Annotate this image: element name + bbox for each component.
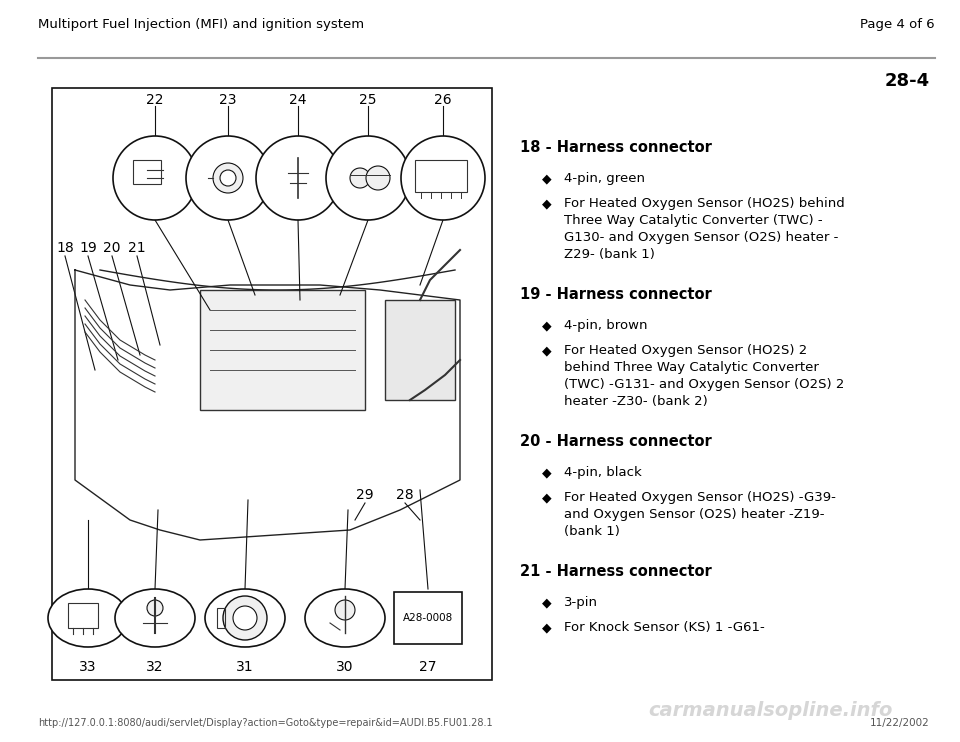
- Text: 32: 32: [146, 660, 164, 674]
- Text: Z29- (bank 1): Z29- (bank 1): [564, 248, 655, 261]
- Circle shape: [366, 166, 390, 190]
- Text: A28-0008: A28-0008: [403, 613, 453, 623]
- Text: 3-pin: 3-pin: [564, 596, 598, 609]
- Circle shape: [256, 136, 340, 220]
- Text: 18 - Harness connector: 18 - Harness connector: [520, 140, 712, 155]
- Text: ◆: ◆: [542, 197, 552, 210]
- Text: ◆: ◆: [542, 466, 552, 479]
- Text: 30: 30: [336, 660, 353, 674]
- Text: 20 - Harness connector: 20 - Harness connector: [520, 434, 711, 449]
- Text: 21: 21: [129, 241, 146, 255]
- Bar: [415, 160, 467, 192]
- Text: 33: 33: [80, 660, 97, 674]
- Text: http://127.0.0.1:8080/audi/servlet/Display?action=Goto&type=repair&id=AUDI.B5.FU: http://127.0.0.1:8080/audi/servlet/Displ…: [38, 718, 492, 728]
- Text: 31: 31: [236, 660, 253, 674]
- Text: 19: 19: [79, 241, 97, 255]
- Text: For Heated Oxygen Sensor (HO2S) behind: For Heated Oxygen Sensor (HO2S) behind: [564, 197, 845, 210]
- Circle shape: [401, 136, 485, 220]
- Text: Page 4 of 6: Page 4 of 6: [860, 18, 935, 31]
- Text: 19 - Harness connector: 19 - Harness connector: [520, 287, 711, 302]
- Text: 27: 27: [420, 660, 437, 674]
- Text: ◆: ◆: [542, 172, 552, 185]
- Text: and Oxygen Sensor (O2S) heater -Z19-: and Oxygen Sensor (O2S) heater -Z19-: [564, 508, 825, 521]
- Text: 26: 26: [434, 93, 452, 107]
- Text: 22: 22: [146, 93, 164, 107]
- Bar: [52, 88, 492, 680]
- Circle shape: [350, 168, 370, 188]
- Text: heater -Z30- (bank 2): heater -Z30- (bank 2): [564, 395, 708, 408]
- Text: ◆: ◆: [542, 491, 552, 504]
- Circle shape: [186, 136, 270, 220]
- Ellipse shape: [48, 589, 128, 647]
- Ellipse shape: [305, 589, 385, 647]
- Text: 21 - Harness connector: 21 - Harness connector: [520, 564, 711, 579]
- Text: 20: 20: [104, 241, 121, 255]
- Circle shape: [113, 136, 197, 220]
- Bar: [217, 608, 225, 628]
- Text: 18: 18: [56, 241, 74, 255]
- Text: For Heated Oxygen Sensor (HO2S) -G39-: For Heated Oxygen Sensor (HO2S) -G39-: [564, 491, 836, 504]
- Text: ◆: ◆: [542, 596, 552, 609]
- Text: ◆: ◆: [542, 319, 552, 332]
- Text: ◆: ◆: [542, 344, 552, 357]
- Text: carmanualsopline.info: carmanualsopline.info: [648, 701, 892, 720]
- Text: 4-pin, green: 4-pin, green: [564, 172, 645, 185]
- Text: (bank 1): (bank 1): [564, 525, 620, 538]
- Text: Multiport Fuel Injection (MFI) and ignition system: Multiport Fuel Injection (MFI) and ignit…: [38, 18, 364, 31]
- Bar: [200, 290, 365, 410]
- Circle shape: [220, 170, 236, 186]
- Text: 25: 25: [359, 93, 376, 107]
- Circle shape: [223, 596, 267, 640]
- Circle shape: [213, 163, 243, 193]
- Ellipse shape: [115, 589, 195, 647]
- Text: G130- and Oxygen Sensor (O2S) heater -: G130- and Oxygen Sensor (O2S) heater -: [564, 231, 838, 244]
- Circle shape: [326, 136, 410, 220]
- Text: For Knock Sensor (KS) 1 -G61-: For Knock Sensor (KS) 1 -G61-: [564, 621, 765, 634]
- Text: 11/22/2002: 11/22/2002: [871, 718, 930, 728]
- Text: 28-4: 28-4: [885, 72, 930, 90]
- Text: Three Way Catalytic Converter (TWC) -: Three Way Catalytic Converter (TWC) -: [564, 214, 823, 227]
- Text: 23: 23: [219, 93, 237, 107]
- Circle shape: [335, 600, 355, 620]
- Text: ◆: ◆: [542, 621, 552, 634]
- Text: 4-pin, brown: 4-pin, brown: [564, 319, 647, 332]
- Bar: [68, 603, 98, 628]
- Circle shape: [147, 600, 163, 616]
- Text: (TWC) -G131- and Oxygen Sensor (O2S) 2: (TWC) -G131- and Oxygen Sensor (O2S) 2: [564, 378, 845, 391]
- Text: behind Three Way Catalytic Converter: behind Three Way Catalytic Converter: [564, 361, 819, 374]
- Bar: [394, 592, 462, 644]
- Ellipse shape: [205, 589, 285, 647]
- Text: 29: 29: [356, 488, 373, 502]
- Bar: [133, 160, 161, 184]
- Bar: [385, 300, 455, 400]
- Text: For Heated Oxygen Sensor (HO2S) 2: For Heated Oxygen Sensor (HO2S) 2: [564, 344, 807, 357]
- Text: 28: 28: [396, 488, 414, 502]
- Circle shape: [233, 606, 257, 630]
- Text: 4-pin, black: 4-pin, black: [564, 466, 641, 479]
- Text: 24: 24: [289, 93, 307, 107]
